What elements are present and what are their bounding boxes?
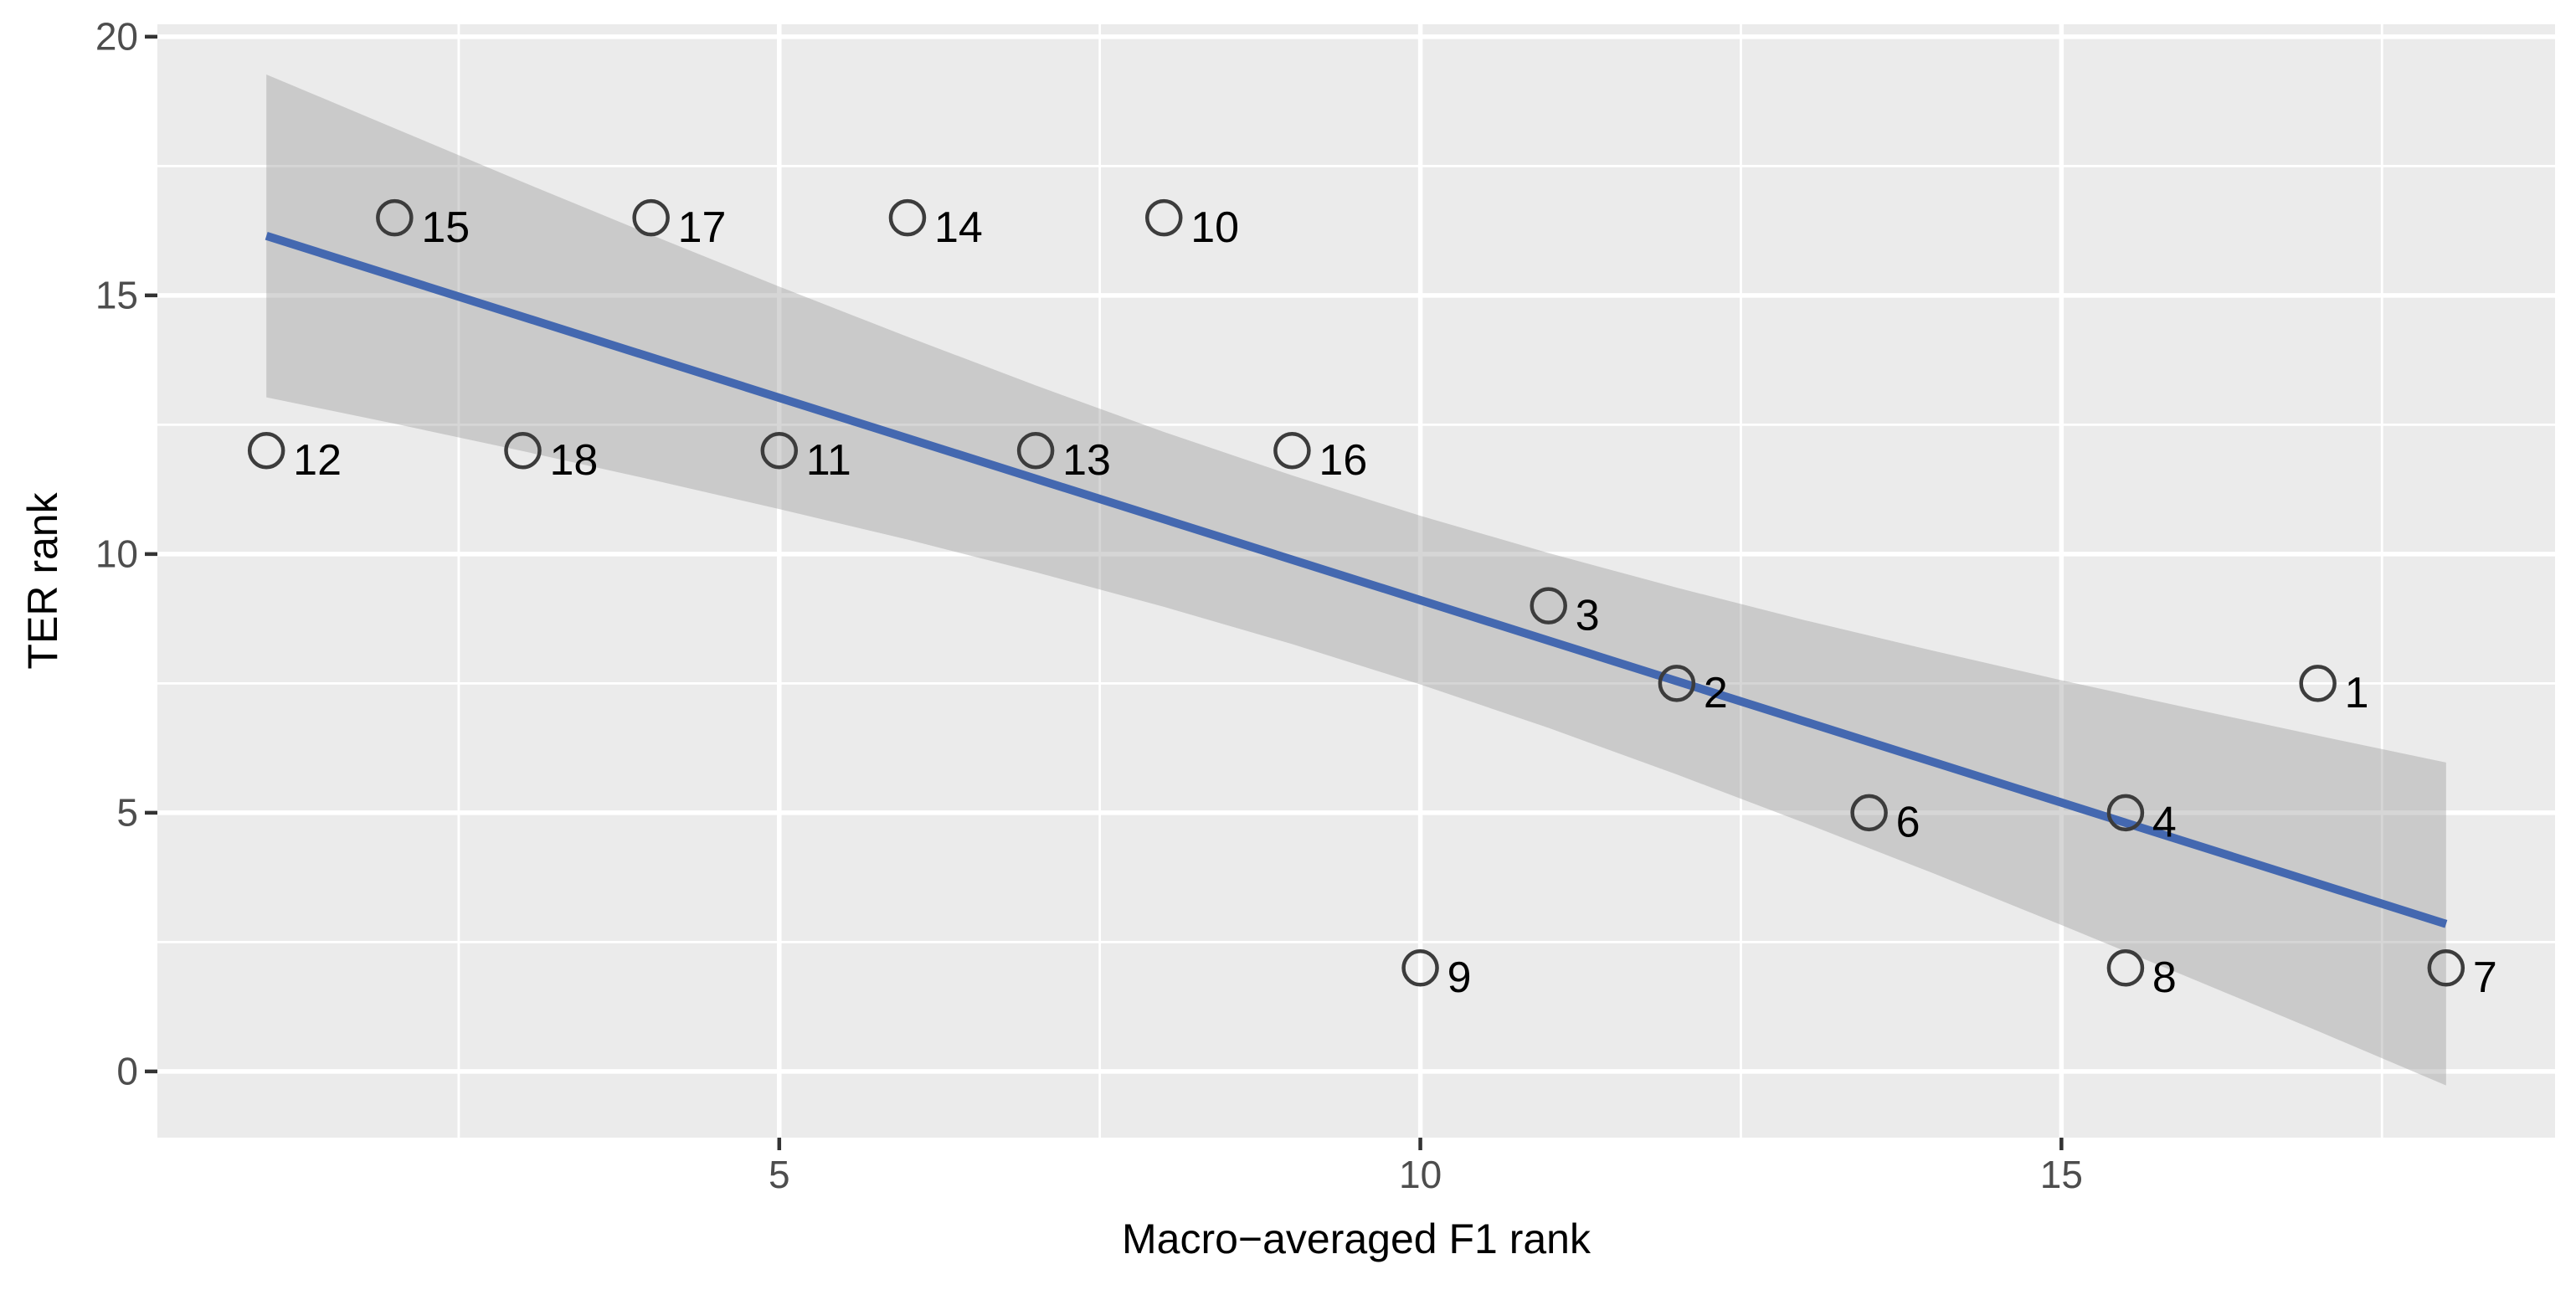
data-point-3: 3 — [1530, 587, 1600, 640]
data-point-label: 17 — [678, 203, 727, 252]
data-point-circle — [2106, 794, 2145, 832]
x-axis-tick-label-5: 5 — [769, 1153, 790, 1196]
data-point-circle — [1530, 587, 1567, 624]
data-point-1: 1 — [2299, 665, 2369, 717]
data-point-9: 9 — [1401, 949, 1472, 1002]
y-axis-tick-label-5: 5 — [116, 791, 138, 835]
y-axis-tick-label-20: 20 — [95, 14, 138, 58]
axis-ticks-layer — [145, 34, 2064, 1150]
data-point-label: 8 — [2152, 953, 2177, 1002]
data-point-4: 4 — [2106, 794, 2177, 847]
data-point-circle — [504, 432, 542, 470]
data-point-13: 13 — [1016, 432, 1111, 485]
data-point-6: 6 — [1850, 794, 1920, 847]
data-point-11: 11 — [760, 432, 851, 485]
data-point-18: 18 — [504, 432, 598, 485]
data-point-circle — [2106, 949, 2145, 987]
data-point-16: 16 — [1273, 432, 1367, 485]
data-point-circle — [1850, 794, 1888, 832]
data-point-circle — [1145, 198, 1183, 237]
y-axis-tick-label-0: 0 — [116, 1050, 138, 1093]
data-point-10: 10 — [1145, 198, 1239, 252]
data-point-label: 16 — [1319, 436, 1367, 485]
axis-tick-labels-layer: 5 10 15 0 5 10 15 20 — [95, 14, 2083, 1196]
data-point-15: 15 — [376, 198, 470, 252]
data-point-circle — [888, 198, 927, 237]
data-point-circle — [1401, 949, 1439, 987]
data-point-circle — [760, 432, 799, 470]
data-point-label: 15 — [421, 203, 470, 252]
data-point-circle — [632, 198, 670, 237]
data-point-circle — [1016, 432, 1055, 470]
data-point-label: 6 — [1896, 799, 1920, 847]
data-point-circle — [1273, 432, 1311, 470]
data-point-label: 14 — [934, 203, 983, 252]
data-point-circle — [2299, 665, 2337, 702]
data-point-label: 4 — [2152, 799, 2177, 847]
minor-gridlines — [157, 24, 2555, 1138]
data-point-17: 17 — [632, 198, 727, 252]
data-point-14: 14 — [888, 198, 983, 252]
data-point-circle — [1658, 665, 1696, 702]
data-point-label: 11 — [806, 436, 851, 485]
data-point-circle — [2427, 949, 2465, 987]
y-axis-tick-label-10: 10 — [95, 532, 138, 576]
data-point-label: 3 — [1576, 591, 1600, 640]
data-point-2: 2 — [1658, 665, 1728, 717]
y-axis-tick-label-15: 15 — [95, 273, 138, 316]
data-point-label: 10 — [1190, 203, 1239, 252]
data-point-7: 7 — [2427, 949, 2497, 1002]
data-point-label: 18 — [549, 436, 598, 485]
data-point-8: 8 — [2106, 949, 2177, 1002]
x-axis-tick-label-10: 10 — [1399, 1153, 1442, 1196]
y-axis-title: TER rank — [19, 491, 66, 669]
regression-line — [265, 232, 2448, 928]
data-point-label: 13 — [1062, 436, 1111, 485]
data-point-label: 7 — [2473, 953, 2497, 1002]
data-point-circle — [376, 198, 414, 237]
data-point-12: 12 — [247, 432, 342, 485]
data-point-label: 1 — [2345, 669, 2369, 717]
data-point-circle — [247, 432, 285, 470]
data-point-label: 12 — [293, 436, 342, 485]
data-point-label: 2 — [1704, 669, 1728, 717]
x-axis-title: Macro−averaged F1 rank — [1122, 1215, 1591, 1262]
data-point-label: 9 — [1447, 953, 1472, 1002]
regression-line-layer — [265, 232, 2448, 928]
x-axis-tick-label-15: 15 — [2040, 1153, 2083, 1196]
